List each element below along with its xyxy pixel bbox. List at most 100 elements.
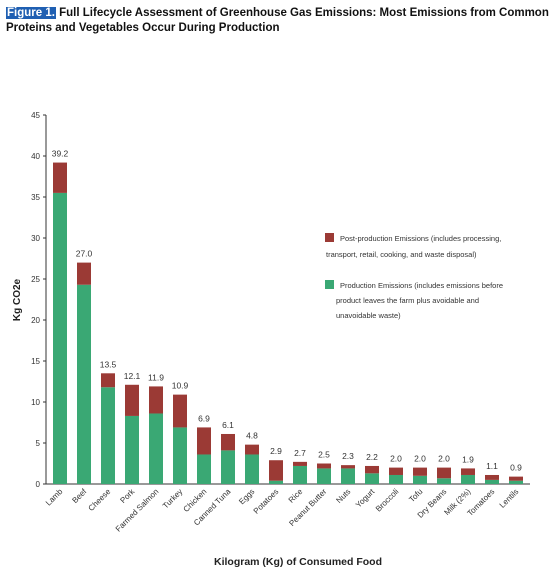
bar-production-chicken	[197, 454, 211, 484]
y-tick-label: 0	[36, 480, 41, 489]
y-tick-label: 5	[36, 439, 41, 448]
value-label-yogurt: 2.2	[366, 452, 378, 462]
category-label-lamb: Lamb	[44, 487, 65, 508]
category-label-potatoes: Potatoes	[252, 487, 281, 516]
legend-production-line-2: product leaves the farm plus avoidable a…	[336, 296, 479, 305]
bar-production-lamb	[53, 192, 67, 484]
legend-post-production-line-2: transport, retail, cooking, and waste di…	[326, 250, 477, 259]
bar-post-production-milk-2	[461, 468, 475, 475]
bar-post-production-beef	[77, 262, 91, 285]
y-axis: 0 5 10 15 20 25 30 35 40 45	[31, 111, 47, 489]
bar-production-nuts	[341, 468, 355, 484]
bar-post-production-cheese	[101, 373, 115, 388]
value-label-rice: 2.7	[294, 448, 306, 458]
legend: Post-production Emissions (includes proc…	[325, 233, 503, 320]
category-label-cheese: Cheese	[87, 487, 113, 513]
value-label-peanut-butter: 2.5	[318, 450, 330, 460]
bar-production-eggs	[245, 454, 259, 484]
bar-production-pork	[125, 415, 139, 484]
bar-post-production-eggs	[245, 444, 259, 455]
category-label-nuts: Nuts	[334, 487, 352, 505]
category-label-lentils: Lentils	[498, 487, 521, 510]
value-label-tofu: 2.0	[414, 454, 426, 464]
bar-post-production-chicken	[197, 427, 211, 455]
value-label-chicken: 6.9	[198, 413, 210, 423]
value-labels: 39.2 27.0 13.5 12.1 11.9 10.9 6.9 6.1 4.8 2.9 2.7 2…	[52, 149, 522, 473]
bar-post-production-rice	[293, 461, 307, 466]
value-label-potatoes: 2.9	[270, 446, 282, 456]
bars	[53, 162, 523, 484]
category-label-broccoli: Broccoli	[374, 487, 401, 514]
bar-production-dry-beans	[437, 478, 451, 484]
legend-swatch-production	[325, 280, 334, 289]
y-tick-label: 35	[31, 193, 40, 202]
value-label-farmed-salmon: 11.9	[148, 372, 164, 382]
bar-production-peanut-butter	[317, 468, 331, 484]
figure-title: Figure 1. Full Lifecycle Assessment of G…	[6, 6, 551, 36]
bar-production-farmed-salmon	[149, 413, 163, 484]
x-axis-title: Kilogram (Kg) of Consumed Food	[214, 556, 382, 568]
value-label-milk-2: 1.9	[462, 454, 474, 464]
legend-swatch-post-production	[325, 233, 334, 242]
bar-production-turkey	[173, 427, 187, 484]
bar-post-production-farmed-salmon	[149, 386, 163, 414]
bar-post-production-potatoes	[269, 460, 283, 481]
y-tick-label: 45	[31, 111, 40, 120]
category-label-beef: Beef	[70, 487, 89, 506]
category-label-tofu: Tofu	[407, 487, 424, 504]
bar-production-rice	[293, 465, 307, 484]
category-label-yogurt: Yogurt	[354, 487, 377, 510]
y-tick-label: 20	[31, 316, 40, 325]
bar-production-tomatoes	[485, 479, 499, 484]
value-label-turkey: 10.9	[172, 381, 189, 391]
y-tick-labels: 0 5 10 15 20 25 30 35 40 45	[31, 111, 46, 489]
figure-label: Figure 1.	[6, 7, 56, 19]
y-tick-label: 15	[31, 357, 40, 366]
bar-post-production-broccoli	[389, 467, 403, 475]
y-tick-label: 10	[31, 398, 40, 407]
bar-production-canned-tuna	[221, 450, 235, 484]
bar-production-milk-2	[461, 474, 475, 484]
bar-post-production-peanut-butter	[317, 463, 331, 469]
bar-production-beef	[77, 284, 91, 484]
value-label-pork: 12.1	[124, 371, 141, 381]
bar-production-yogurt	[365, 473, 379, 484]
bar-post-production-yogurt	[365, 465, 379, 474]
figure-title-text: Full Lifecycle Assessment of Greenhouse …	[6, 7, 549, 34]
bar-post-production-turkey	[173, 394, 187, 428]
bar-post-production-lentils	[509, 476, 523, 481]
bar-post-production-lamb	[53, 162, 67, 193]
value-label-lamb: 39.2	[52, 149, 69, 159]
bar-post-production-tofu	[413, 467, 427, 476]
y-tick-label: 40	[31, 152, 40, 161]
category-label-rice: Rice	[287, 487, 305, 505]
value-label-tomatoes: 1.1	[486, 461, 498, 471]
value-label-eggs: 4.8	[246, 431, 258, 441]
legend-post-production-line-1: Post-production Emissions (includes proc…	[340, 234, 501, 243]
bar-post-production-canned-tuna	[221, 433, 235, 451]
legend-production-line-1: Production Emissions (includes emissions…	[340, 281, 503, 290]
category-label-eggs: Eggs	[237, 487, 256, 506]
category-label-pork: Pork	[118, 486, 137, 505]
bar-post-production-pork	[125, 384, 139, 416]
legend-production-line-3: unavoidable waste)	[336, 311, 401, 320]
bar-post-production-dry-beans	[437, 467, 451, 479]
value-label-canned-tuna: 6.1	[222, 420, 234, 430]
bar-production-tofu	[413, 475, 427, 484]
value-label-nuts: 2.3	[342, 451, 354, 461]
value-label-dry-beans: 2.0	[438, 454, 450, 464]
bar-production-potatoes	[269, 480, 283, 484]
value-label-lentils: 0.9	[510, 463, 522, 473]
y-tick-label: 30	[31, 234, 40, 243]
bar-production-broccoli	[389, 474, 403, 484]
category-label-farmed-salmon: Farmed Salmon	[114, 487, 161, 534]
value-label-broccoli: 2.0	[390, 454, 402, 464]
bar-production-cheese	[101, 387, 115, 484]
value-label-beef: 27.0	[76, 249, 93, 259]
bar-production-lentils	[509, 480, 523, 484]
bar-post-production-nuts	[341, 465, 355, 469]
y-axis-title: Kg CO2e	[12, 278, 23, 321]
value-label-cheese: 13.5	[100, 359, 117, 369]
